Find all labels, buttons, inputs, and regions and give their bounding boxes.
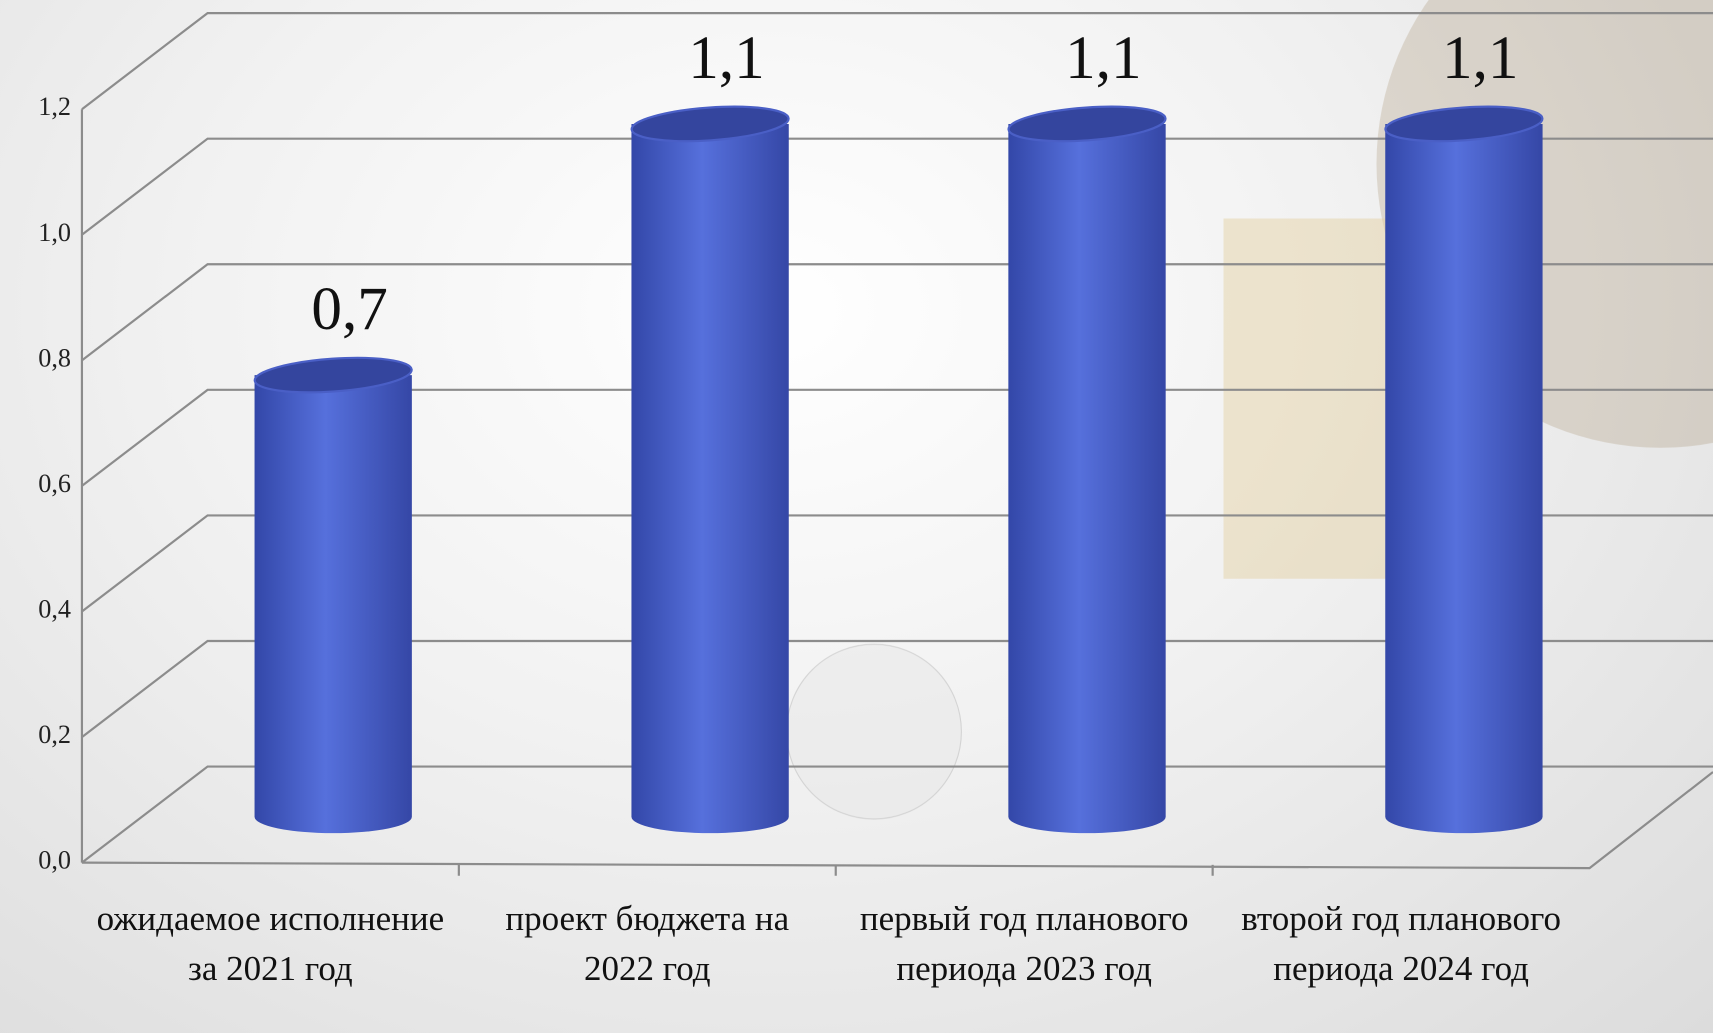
bar-top	[630, 105, 790, 143]
grid-line	[81, 765, 1713, 864]
y-tick-label: 0,4	[38, 595, 71, 624]
x-axis	[81, 771, 1713, 870]
grid-line	[81, 514, 1713, 613]
grid-line	[81, 263, 1713, 362]
bar	[631, 123, 789, 834]
x-tick-label: проект бюджета на 2022 год	[505, 898, 790, 988]
bar	[1008, 123, 1166, 834]
bar-top	[1007, 105, 1167, 143]
x-tick-label: второй год планового периода 2024 год	[1241, 898, 1561, 988]
value-label: 1,1	[1442, 24, 1518, 92]
grid-line	[81, 137, 1713, 236]
y-tick-label: 0,2	[38, 720, 71, 749]
bar	[254, 375, 412, 834]
y-tick-label: 0,8	[38, 343, 71, 372]
grid-line	[81, 388, 1713, 487]
x-tick-label: ожидаемое исполнение за 2021 год	[96, 898, 445, 988]
bar-top	[1384, 105, 1544, 143]
value-label: 1,1	[1065, 24, 1141, 92]
y-tick-label: 0,6	[38, 469, 71, 498]
background-decoration	[786, 0, 1713, 820]
y-tick-label: 1,2	[38, 92, 71, 121]
value-label: 0,7	[311, 275, 387, 343]
bar	[1385, 123, 1543, 834]
bar-top	[253, 356, 413, 394]
y-tick-label: 0,0	[38, 846, 71, 875]
grid-line	[81, 12, 1713, 111]
grid-line	[81, 639, 1713, 738]
value-label: 1,1	[688, 24, 764, 92]
x-tick-label: первый год планового периода 2023 год	[859, 898, 1189, 988]
y-tick-label: 1,0	[38, 218, 71, 247]
